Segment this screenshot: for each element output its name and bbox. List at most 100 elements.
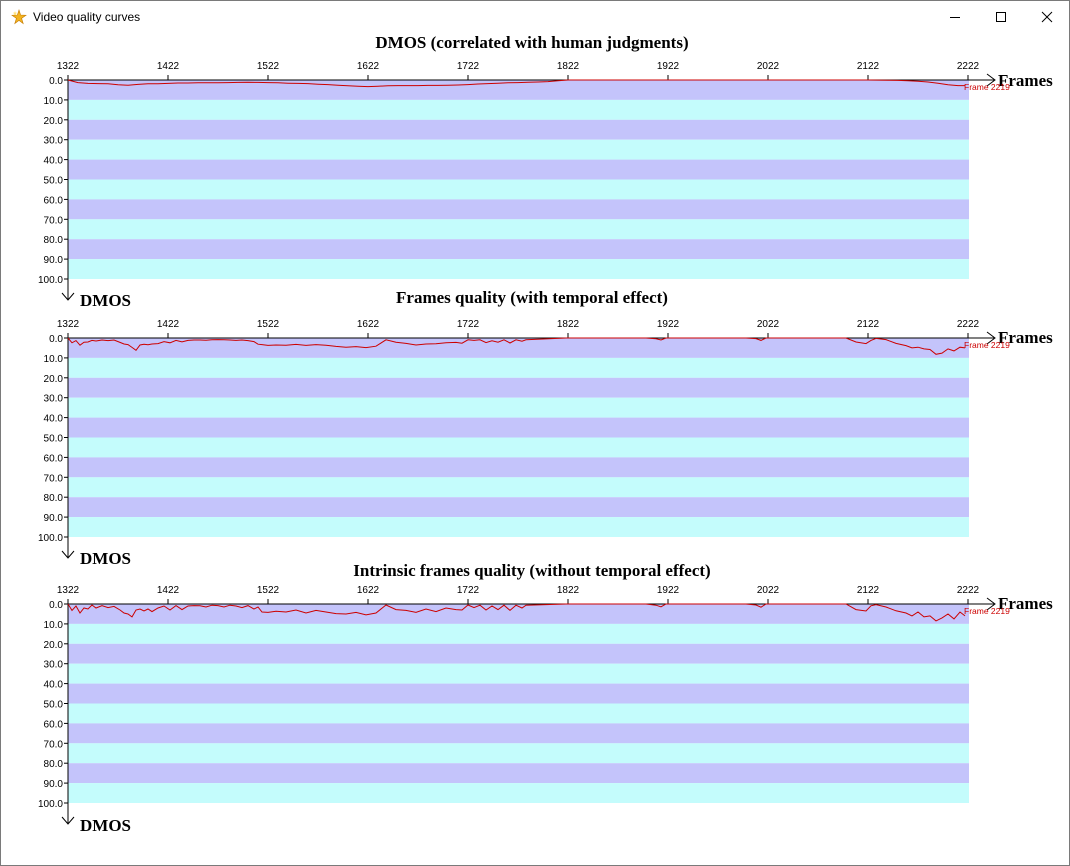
chart-2-series-line — [67, 337, 966, 355]
close-button[interactable] — [1024, 1, 1070, 32]
chart-1-band — [68, 80, 969, 100]
chart-3-y-tick-label: 20.0 — [44, 640, 64, 651]
chart-3-x-tick-label: 1322 — [57, 585, 80, 596]
chart-2-y-tick-label: 70.0 — [44, 473, 64, 484]
chart-1-x-tick-label: 2022 — [757, 61, 780, 72]
chart-3-band — [68, 743, 969, 764]
chart-1-x-tick-label: 2222 — [957, 61, 980, 72]
chart-3-band — [68, 703, 969, 724]
chart-3-x-tick-label: 2222 — [957, 585, 980, 596]
chart-2-y-axis-arrow — [61, 550, 75, 559]
chart-2-y-tick-label: 100.0 — [38, 533, 63, 544]
chart-2-x-tick-label: 1822 — [557, 319, 580, 330]
chart-1-band — [68, 159, 969, 180]
chart-1-y-tick-label: 80.0 — [44, 235, 64, 246]
chart-3-y-tick-label: 50.0 — [44, 700, 64, 711]
chart-1-x-tick-label: 1422 — [157, 61, 180, 72]
chart-1-band — [68, 119, 969, 140]
chart-3-y-tick-label: 80.0 — [44, 759, 64, 770]
window-title: Video quality curves — [33, 10, 141, 24]
minimize-button[interactable] — [932, 1, 978, 32]
chart-2-y-tick-label: 20.0 — [44, 374, 64, 385]
chart-1-x-axis-arrow — [986, 73, 996, 87]
chart-2-y-tick-label: 0.0 — [49, 334, 63, 345]
sparkle-star-icon — [11, 9, 27, 25]
chart-2-y-axis-label: DMOS — [80, 549, 131, 568]
chart-3-x-tick-label: 2122 — [857, 585, 880, 596]
chart-2-x-axis-arrow — [986, 331, 996, 345]
chart-2-y-tick-label: 40.0 — [44, 414, 64, 425]
chart-2-x-tick-label: 1722 — [457, 319, 480, 330]
chart-1-x-axis-label: Frames — [998, 71, 1053, 90]
chart-2-band — [68, 338, 969, 358]
chart-1-x-tick-label: 1622 — [357, 61, 380, 72]
chart-3-y-tick-label: 30.0 — [44, 660, 64, 671]
chart-3-y-tick-label: 60.0 — [44, 719, 64, 730]
chart-2-y-tick-label: 10.0 — [44, 354, 64, 365]
chart-1-x-tick-label: 1322 — [57, 61, 80, 72]
chart-2-x-tick-label: 1622 — [357, 319, 380, 330]
chart-2-title: Frames quality (with temporal effect) — [396, 288, 668, 307]
maximize-button[interactable] — [978, 1, 1024, 32]
chart-1-y-tick-label: 10.0 — [44, 96, 64, 107]
minimize-icon — [950, 16, 960, 18]
chart-2-band — [68, 457, 969, 478]
chart-2-band — [68, 377, 969, 398]
chart-2-y-tick-label: 60.0 — [44, 453, 64, 464]
chart-1-x-tick-label: 2122 — [857, 61, 880, 72]
charts-canvas: DMOS (correlated with human judgments) 0.… — [38, 33, 1053, 835]
chart-3-y-tick-label: 100.0 — [38, 799, 63, 810]
chart-1-frame-marker-label: Frame 2219 — [964, 82, 1010, 92]
chart-1-y-tick-label: 60.0 — [44, 195, 64, 206]
chart-2-x-tick-label: 1922 — [657, 319, 680, 330]
chart-3-x-tick-label: 1422 — [157, 585, 180, 596]
chart-3-x-axis-label: Frames — [998, 594, 1053, 613]
chart-2-band — [68, 497, 969, 518]
chart-1-title: DMOS (correlated with human judgments) — [375, 33, 688, 52]
chart-1-y-tick-label: 90.0 — [44, 255, 64, 266]
chart-3-x-axis-arrow — [986, 597, 996, 611]
chart-3-x-tick-label: 2022 — [757, 585, 780, 596]
chart-1-y-tick-label: 100.0 — [38, 275, 63, 286]
chart-3-x-tick-label: 1722 — [457, 585, 480, 596]
chart-3-band — [68, 783, 969, 803]
chart-3-band — [68, 643, 969, 664]
chart-3-y-axis-arrow — [61, 816, 75, 825]
chart-3-band — [68, 663, 969, 684]
chart-3-band — [68, 683, 969, 704]
chart-2-band — [68, 397, 969, 418]
chart-1-band — [68, 219, 969, 240]
chart-3-y-tick-label: 40.0 — [44, 680, 64, 691]
close-icon — [1041, 11, 1053, 22]
chart-3-x-tick-label: 1522 — [257, 585, 280, 596]
chart-1-band — [68, 179, 969, 200]
chart-3-y-tick-label: 10.0 — [44, 620, 64, 631]
chart-3-y-tick-label: 90.0 — [44, 779, 64, 790]
chart-1-band — [68, 199, 969, 220]
chart-3-y-tick-label: 70.0 — [44, 739, 64, 750]
chart-1-band — [68, 139, 969, 160]
chart-1-band — [68, 99, 969, 120]
chart-3-band — [68, 763, 969, 784]
chart-2-x-tick-label: 1522 — [257, 319, 280, 330]
chart-2-x-tick-label: 1422 — [157, 319, 180, 330]
chart-1-x-tick-label: 1722 — [457, 61, 480, 72]
chart-3-title: Intrinsic frames quality (without tempor… — [353, 561, 710, 580]
chart-1-x-tick-label: 1822 — [557, 61, 580, 72]
chart-2-y-tick-label: 90.0 — [44, 513, 64, 524]
chart-2-band — [68, 417, 969, 438]
chart-2-x-tick-label: 1322 — [57, 319, 80, 330]
chart-2-band — [68, 517, 969, 537]
chart-1-y-tick-label: 30.0 — [44, 136, 64, 147]
chart-2-band — [68, 477, 969, 498]
chart-1-band — [68, 259, 969, 279]
chart-1-y-tick-label: 70.0 — [44, 215, 64, 226]
chart-3-y-axis-label: DMOS — [80, 816, 131, 835]
chart-2-x-axis-label: Frames — [998, 328, 1053, 347]
title-bar[interactable]: Video quality curves — [1, 1, 1069, 32]
maximize-icon — [996, 11, 1006, 22]
chart-1-y-axis-arrow — [61, 292, 75, 301]
chart-2-frame-marker-label: Frame 2219 — [964, 340, 1010, 350]
chart-1-y-tick-label: 20.0 — [44, 116, 64, 127]
